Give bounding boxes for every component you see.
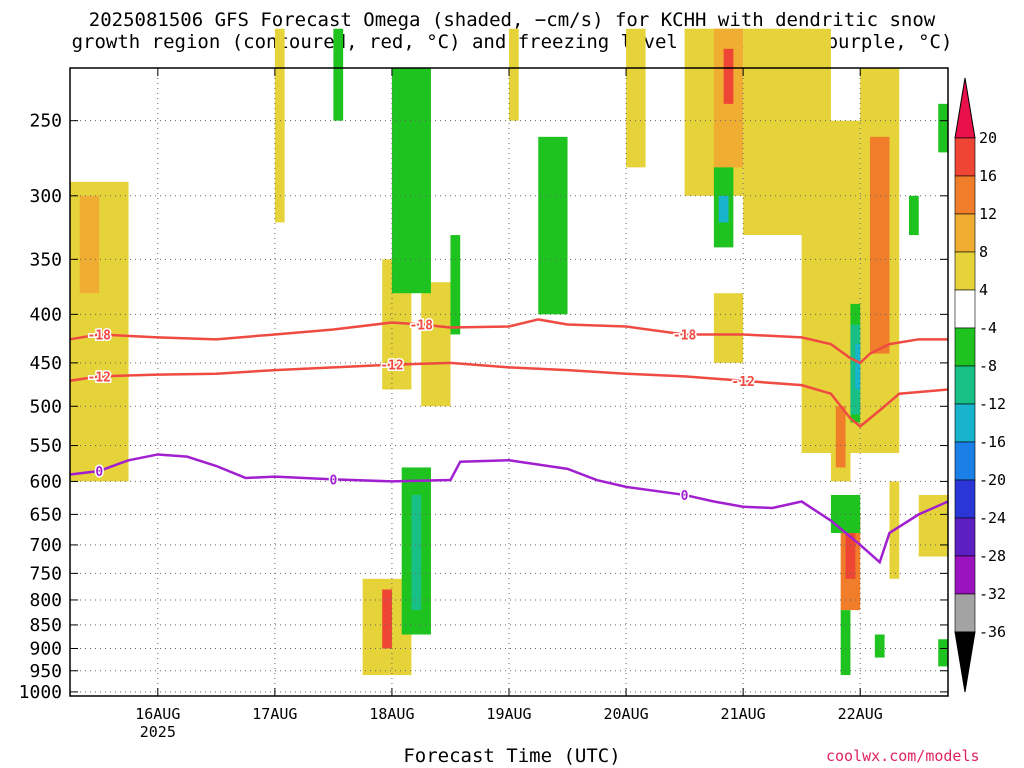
omega-shade-region xyxy=(855,344,861,390)
omega-shade-region xyxy=(723,48,734,104)
x-axis-title: Forecast Time (UTC) xyxy=(403,745,621,767)
y-axis: 2503003504004505005506006507007508008509… xyxy=(19,111,948,703)
colorbar-swatch xyxy=(954,175,976,215)
colorbar-label: -4 xyxy=(979,319,997,337)
contour-line-m12 xyxy=(69,361,949,429)
omega-shade-region xyxy=(718,195,729,223)
colorbar-swatch xyxy=(954,441,976,481)
contour-label: -12 xyxy=(88,370,111,385)
colorbar-label: -12 xyxy=(979,395,1006,413)
x-tick-label: 21AUG xyxy=(721,705,766,723)
omega-shade-region xyxy=(840,610,851,676)
y-tick-label: 650 xyxy=(29,504,62,525)
colorbar-label: -8 xyxy=(979,357,997,375)
omega-shade-region xyxy=(333,28,344,121)
colorbar-swatch xyxy=(954,251,976,291)
omega-shade-region xyxy=(411,494,422,611)
colorbar-swatch xyxy=(954,365,976,405)
colorbar-label: 20 xyxy=(979,129,997,147)
y-tick-label: 300 xyxy=(29,186,62,207)
y-tick-label: 900 xyxy=(29,638,62,659)
colorbar-swatch xyxy=(954,403,976,443)
contour-line-m18 xyxy=(69,318,948,365)
y-tick-label: 750 xyxy=(29,563,62,584)
colorbar-bottom-arrow xyxy=(954,631,976,693)
x-tick-label: 20AUG xyxy=(603,705,648,723)
contour-line-0 xyxy=(69,453,949,565)
chart-title: 2025081506 GFS Forecast Omega (shaded, −… xyxy=(0,9,1024,53)
y-tick-label: 250 xyxy=(29,111,62,132)
omega-shade-region xyxy=(918,494,948,557)
omega-shading xyxy=(70,28,948,676)
omega-shade-region xyxy=(274,28,285,223)
omega-shade-region xyxy=(713,293,744,363)
omega-shade-region xyxy=(382,589,392,649)
contour-label: -18 xyxy=(88,328,112,343)
y-tick-label: 450 xyxy=(29,353,62,374)
omega-shade-region xyxy=(908,195,919,236)
y-tick-label: 800 xyxy=(29,590,62,611)
credit-text: coolwx.com/models xyxy=(826,747,980,765)
x-tick-label: 22AUG xyxy=(838,705,883,723)
title-line-1: 2025081506 GFS Forecast Omega (shaded, −… xyxy=(88,9,936,31)
y-tick-label: 350 xyxy=(29,249,62,270)
colorbar-swatch xyxy=(954,479,976,519)
x-tick-label: 16AUG xyxy=(135,705,180,723)
contour-label: 0 xyxy=(95,465,103,480)
x-tick-label: 17AUG xyxy=(252,705,297,723)
y-tick-label: 700 xyxy=(29,535,62,556)
x-tick-label: 18AUG xyxy=(369,705,414,723)
colorbar-label: -20 xyxy=(979,471,1006,489)
omega-shade-region xyxy=(938,639,948,667)
omega-shade-region xyxy=(450,235,461,335)
colorbar-label: -36 xyxy=(979,623,1006,641)
contour-label: 0 xyxy=(329,473,337,488)
contour-label: -12 xyxy=(380,359,403,374)
colorbar-label: 16 xyxy=(979,167,997,185)
contour-label: 0 xyxy=(681,489,689,504)
omega-shade-region xyxy=(869,136,890,354)
y-tick-label: 850 xyxy=(29,615,62,636)
colorbar-swatch xyxy=(954,555,976,595)
colorbar-label: -32 xyxy=(979,585,1006,603)
contour-label: -18 xyxy=(409,319,433,334)
omega-shade-region xyxy=(835,406,846,468)
omega-shade-region xyxy=(845,532,856,579)
x-year-label: 2025 xyxy=(140,723,176,741)
omega-shade-region xyxy=(509,28,519,121)
y-tick-label: 600 xyxy=(29,471,62,492)
y-tick-label: 500 xyxy=(29,396,62,417)
omega-shade-region xyxy=(538,136,568,315)
colorbar-label: 12 xyxy=(979,205,997,223)
omega-shade-region xyxy=(626,28,646,168)
x-axis: 16AUG 17AUG 18AUG 19AUG 20AUG 21AUG 22AUG 2025 xyxy=(135,68,883,741)
colorbar-swatch xyxy=(954,517,976,557)
colorbar-swatch xyxy=(954,137,976,177)
y-tick-label: 400 xyxy=(29,304,62,325)
colorbar-label: 4 xyxy=(979,281,988,299)
colorbar-label: -28 xyxy=(979,547,1006,565)
omega-shade-region xyxy=(938,103,948,153)
colorbar-label: -16 xyxy=(979,433,1006,451)
colorbar-swatch xyxy=(954,289,976,329)
colorbar-swatch xyxy=(954,593,976,633)
x-tick-label: 19AUG xyxy=(486,705,531,723)
colorbar-label: -24 xyxy=(979,509,1006,527)
colorbar-swatch xyxy=(954,327,976,367)
colorbar-top-arrow xyxy=(954,77,976,139)
omega-shade-region xyxy=(391,68,431,294)
omega-shade-region xyxy=(79,195,100,294)
contour-label: -12 xyxy=(731,375,754,390)
y-tick-label: 1000 xyxy=(19,682,62,703)
colorbar-label: 8 xyxy=(979,243,988,261)
omega-shade-region xyxy=(421,282,451,407)
colorbar: 20 16 12 8 4 -4 -8 -12 -16 -20 -24 -28 -32 -36 xyxy=(954,77,1006,693)
y-tick-label: 950 xyxy=(29,661,62,682)
y-tick-label: 550 xyxy=(29,436,62,457)
contour-label: -18 xyxy=(673,328,697,343)
omega-shade-region xyxy=(874,634,885,658)
colorbar-swatch xyxy=(954,213,976,253)
